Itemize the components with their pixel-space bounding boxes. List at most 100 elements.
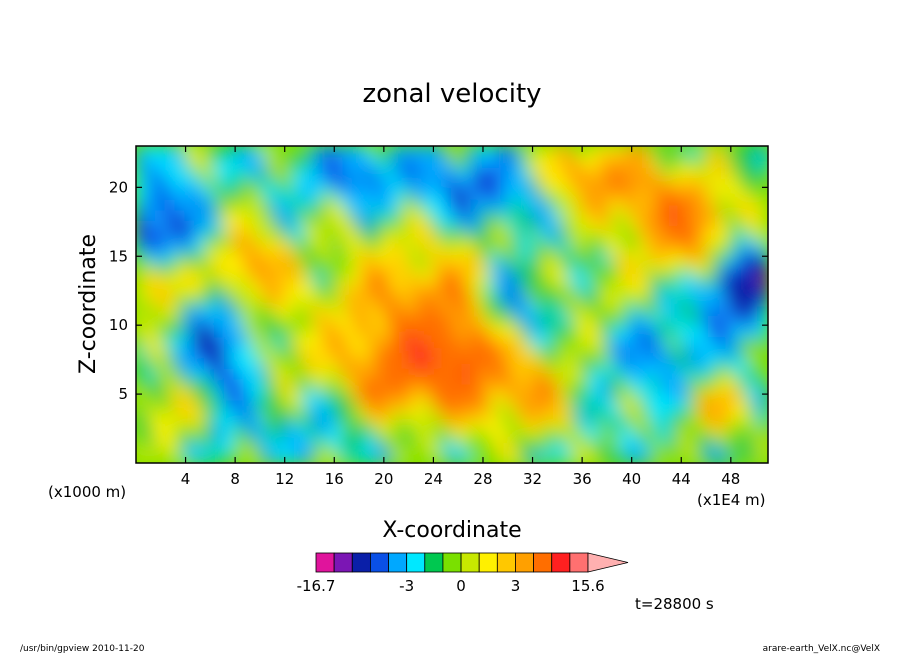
heatmap-cell	[372, 388, 384, 401]
heatmap-cell	[609, 155, 621, 169]
heatmap-cell	[421, 282, 434, 295]
heatmap-cell	[757, 250, 768, 264]
heatmap-cell	[401, 419, 414, 433]
heatmap-cell	[184, 187, 197, 200]
x-tick-label: 32	[523, 470, 542, 488]
heatmap-cell	[539, 451, 552, 463]
plot-frame	[135, 145, 769, 464]
heatmap-cell	[253, 197, 266, 211]
heatmap-cell	[312, 146, 325, 158]
heatmap-cell	[401, 345, 414, 359]
heatmap-cell	[184, 335, 197, 348]
heatmap-cell	[589, 356, 602, 369]
heatmap-cell	[243, 146, 256, 158]
heatmap-cell	[638, 388, 651, 401]
heatmap-cell	[223, 229, 236, 243]
heatmap-cell	[451, 335, 463, 348]
heatmap-cell	[490, 409, 503, 422]
heatmap-cell	[628, 366, 641, 380]
heatmap-cell	[648, 356, 661, 369]
heatmap-cell	[293, 271, 305, 285]
heatmap-cell	[273, 356, 286, 369]
heatmap-cell	[628, 261, 641, 274]
heatmap-cell	[154, 292, 167, 306]
heatmap-cell	[283, 430, 295, 443]
heatmap-cell	[194, 335, 207, 348]
heatmap-cell	[470, 324, 483, 338]
heatmap-cell	[470, 303, 483, 317]
heatmap-cell	[362, 430, 374, 443]
heatmap-cell	[293, 282, 305, 295]
heatmap-cell	[579, 409, 592, 422]
heatmap-cell	[727, 146, 740, 158]
heatmap-cell	[194, 303, 207, 317]
heatmap-cell	[638, 229, 651, 243]
heatmap-cell	[697, 388, 710, 401]
heatmap-cell	[312, 324, 325, 338]
heatmap-cell	[609, 388, 621, 401]
heatmap-cell	[223, 314, 236, 327]
heatmap-cell	[184, 229, 197, 243]
heatmap-cell	[441, 314, 453, 327]
footer-left: /usr/bin/gpview 2010-11-20	[20, 644, 145, 654]
heatmap-cell	[460, 282, 473, 295]
heatmap-cell	[204, 356, 216, 369]
heatmap-cell	[480, 419, 493, 433]
colorbar-labels: -16.7 -3 0 3 15.6	[297, 577, 605, 595]
heatmap-cell	[194, 451, 207, 463]
heatmap-cell	[737, 324, 750, 338]
heatmap-cell	[480, 324, 493, 338]
heatmap-cell	[549, 208, 562, 221]
heatmap-cell	[352, 430, 365, 443]
heatmap-cell	[559, 218, 572, 232]
heatmap-cell	[441, 303, 453, 317]
colorbar-segment	[424, 552, 444, 573]
heatmap-cell	[520, 218, 532, 232]
heatmap-cell	[609, 409, 621, 422]
heatmap-cell	[589, 240, 602, 253]
heatmap-cell	[194, 440, 207, 454]
heatmap-cell	[421, 356, 434, 369]
heatmap-cell	[233, 409, 246, 422]
heatmap-cell	[648, 303, 661, 317]
heatmap-cell	[263, 451, 276, 463]
heatmap-cell	[757, 218, 768, 232]
heatmap-cell	[539, 208, 552, 221]
heatmap-cell	[233, 345, 246, 359]
heatmap-cell	[342, 155, 355, 169]
heatmap-cell	[717, 419, 730, 433]
heatmap-cell	[530, 440, 542, 454]
heatmap-cell	[372, 440, 384, 454]
heatmap-cell	[589, 250, 602, 264]
heatmap-cell	[579, 155, 592, 169]
heatmap-cell	[184, 314, 197, 327]
heatmap-cell	[253, 345, 266, 359]
heatmap-cell	[431, 155, 444, 169]
heatmap-cell	[569, 155, 582, 169]
heatmap-cell	[658, 166, 671, 179]
heatmap-cell	[302, 430, 315, 443]
heatmap-cell	[263, 366, 276, 380]
heatmap-cell	[451, 250, 463, 264]
heatmap-cell	[322, 366, 335, 380]
heatmap-cell	[569, 229, 582, 243]
heatmap-cell	[589, 229, 602, 243]
heatmap-cell	[243, 240, 256, 253]
heatmap-cell	[500, 377, 513, 391]
heatmap-cell	[372, 303, 384, 317]
heatmap-cell	[470, 292, 483, 306]
heatmap-cell	[312, 303, 325, 317]
heatmap-cell	[214, 388, 226, 401]
heatmap-cell	[579, 451, 592, 463]
heatmap-cell	[154, 377, 167, 391]
heatmap-cell	[322, 208, 335, 221]
heatmap-cell	[490, 303, 503, 317]
heatmap-cell	[559, 335, 572, 348]
heatmap-cell	[391, 282, 404, 295]
heatmap-cell	[312, 398, 325, 412]
heatmap-cell	[401, 409, 414, 422]
heatmap-cell	[283, 146, 295, 158]
heatmap-cell	[549, 229, 562, 243]
heatmap-cell	[312, 197, 325, 211]
heatmap-cell	[411, 240, 424, 253]
